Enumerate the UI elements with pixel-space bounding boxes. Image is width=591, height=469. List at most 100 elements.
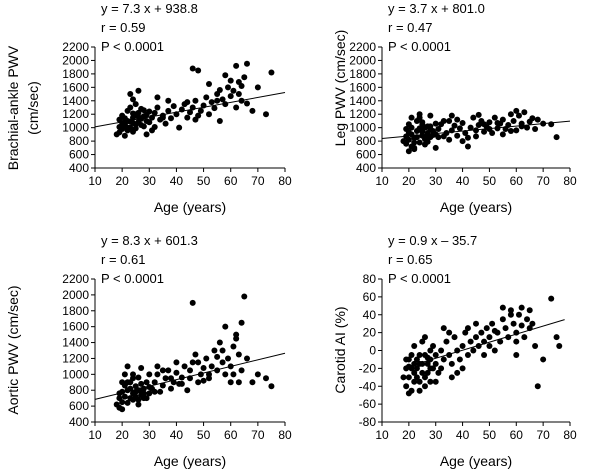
data-point (513, 338, 520, 345)
data-point (456, 125, 463, 132)
data-point (121, 122, 128, 129)
data-point (491, 327, 498, 334)
data-point (235, 91, 242, 98)
data-point (130, 396, 136, 403)
data-point (507, 311, 514, 318)
data-point (200, 377, 207, 384)
annotation-text: y = 3.7 x + 801.0 (388, 1, 485, 16)
data-point (481, 338, 488, 345)
data-point (233, 62, 240, 69)
y-tick-label: -80 (359, 415, 377, 429)
x-tick-label: 10 (375, 428, 389, 442)
data-point (200, 102, 207, 109)
annotation-text: P < 0.0001 (388, 39, 451, 54)
x-tick-label: 30 (143, 428, 157, 442)
data-point (149, 114, 155, 121)
y-tick-label: 400 (69, 415, 89, 429)
data-point (249, 379, 256, 386)
y-tick-label: 400 (69, 161, 89, 175)
x-tick-label: 40 (170, 174, 184, 188)
data-point (432, 378, 439, 385)
data-point (127, 104, 134, 111)
data-point (238, 367, 245, 374)
data-point (132, 125, 139, 132)
data-point (405, 363, 412, 370)
y-tick-label: 600 (69, 148, 89, 162)
data-point (151, 379, 158, 386)
data-point (222, 323, 229, 330)
data-point (146, 371, 153, 378)
data-point (411, 139, 418, 146)
data-point (222, 371, 229, 378)
data-point (416, 378, 423, 385)
annotation-text: r = 0.59 (101, 20, 145, 35)
data-point (518, 322, 525, 329)
data-point (405, 129, 412, 136)
data-point (513, 127, 520, 134)
x-tick-label: 10 (88, 174, 102, 188)
data-point (478, 329, 485, 336)
data-point (518, 123, 525, 130)
data-point (486, 126, 493, 133)
data-point (263, 111, 269, 118)
data-point (507, 128, 514, 135)
data-point (149, 127, 155, 134)
x-tick-label: 60 (224, 428, 238, 442)
data-point (499, 131, 506, 138)
data-point (448, 112, 455, 119)
data-point (475, 111, 482, 118)
data-point (411, 369, 418, 376)
data-point (526, 325, 533, 332)
data-point (206, 80, 212, 87)
data-point (219, 96, 226, 103)
x-tick-label: 30 (143, 174, 157, 188)
x-tick-label: 40 (170, 428, 184, 442)
data-point (119, 379, 126, 386)
y-tick-label: 20 (363, 326, 377, 340)
data-point (494, 125, 501, 132)
data-point (130, 110, 136, 117)
y-tick-label: 1600 (349, 80, 376, 94)
data-point (446, 351, 453, 358)
data-point (178, 380, 185, 387)
data-point (513, 107, 520, 114)
data-point (197, 107, 204, 114)
data-point (438, 347, 445, 354)
x-tick-label: 50 (197, 174, 211, 188)
y-tick-label: 0 (369, 344, 376, 358)
data-point (165, 107, 172, 114)
data-point (435, 134, 442, 141)
data-point (413, 374, 420, 381)
data-point (507, 307, 514, 314)
y-axis-label: Aortic PWV (cm/sec) (5, 285, 21, 414)
data-point (553, 134, 560, 141)
data-point (235, 351, 242, 358)
data-point (195, 379, 202, 386)
data-point (513, 329, 520, 336)
data-point (192, 351, 199, 358)
data-point (197, 371, 204, 378)
data-point (486, 119, 493, 126)
data-point (411, 360, 418, 367)
data-point (238, 319, 245, 326)
data-point (173, 111, 180, 118)
data-point (249, 107, 256, 114)
data-point (214, 97, 221, 104)
data-point (143, 131, 150, 138)
data-point (515, 112, 522, 119)
data-point (268, 69, 275, 76)
data-point (159, 114, 166, 121)
data-point (195, 359, 202, 366)
data-point (499, 316, 506, 323)
data-point (124, 399, 131, 406)
data-point (230, 87, 237, 94)
data-point (116, 390, 123, 397)
x-tick-label: 80 (278, 174, 292, 188)
data-point (403, 356, 410, 363)
data-point (532, 126, 539, 133)
data-point (113, 131, 120, 138)
data-point (176, 124, 183, 131)
data-point (159, 382, 166, 389)
data-point (499, 304, 506, 311)
